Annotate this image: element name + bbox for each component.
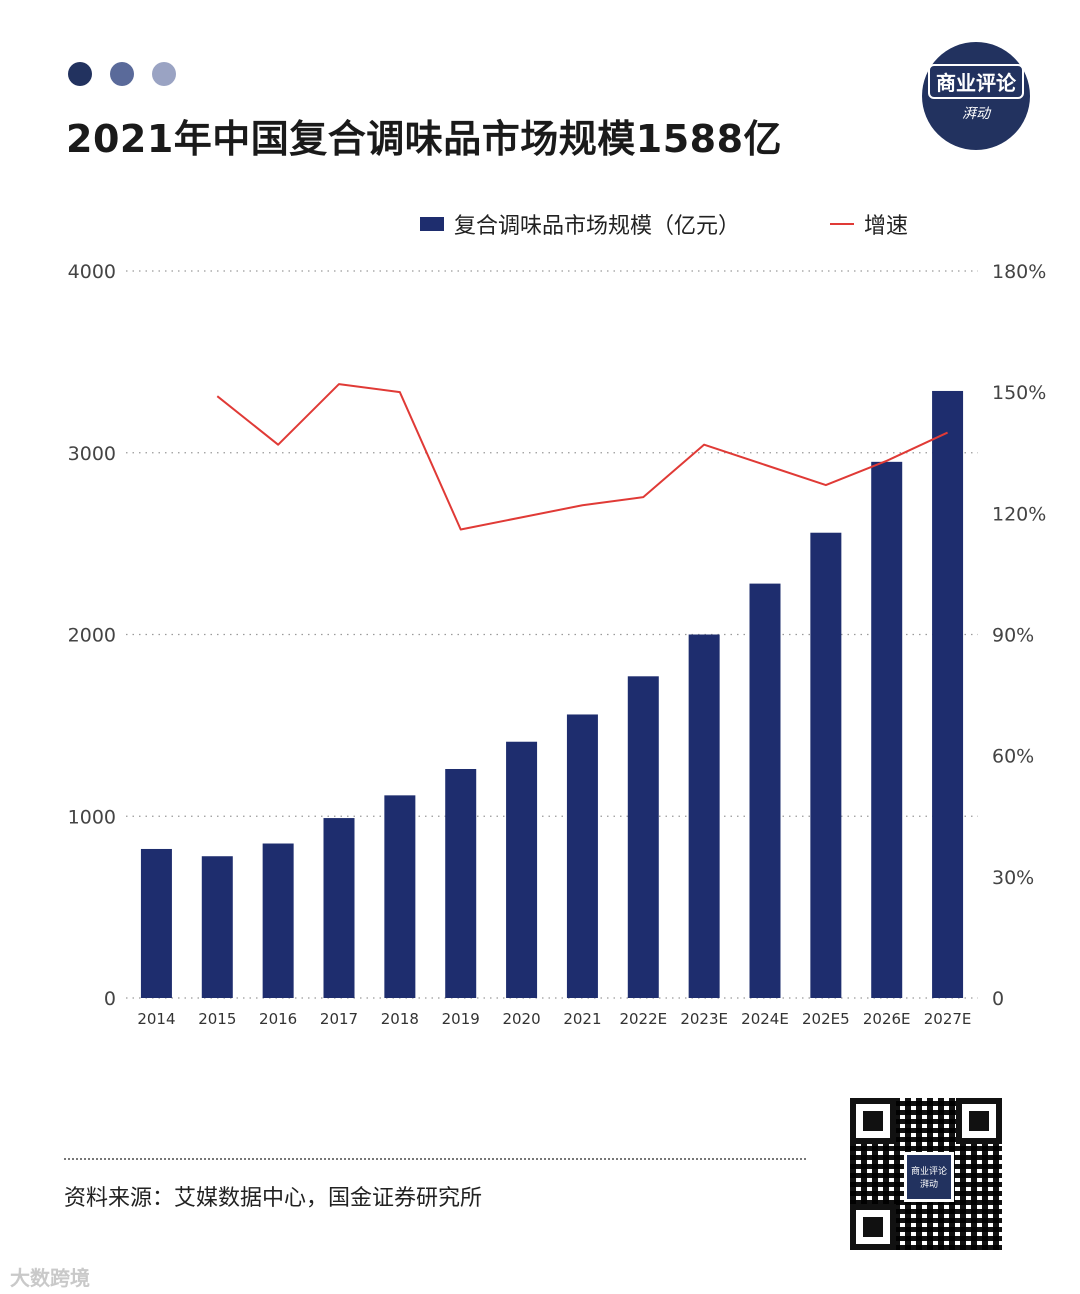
x-tick-label: 2022E xyxy=(619,1010,667,1028)
legend-line-label: 增速 xyxy=(864,214,909,239)
bar xyxy=(566,714,598,998)
legend-bar-label: 复合调味品市场规模（亿元） xyxy=(454,214,741,239)
combo-chart: 0 1000 2000 3000 4000 0 30% 60% 90% 120% 150% 180% 2… xyxy=(68,261,1047,1028)
source-note: 资料来源：艾媒数据中心，国金证券研究所 xyxy=(64,1186,483,1211)
page-title: 2021年中国复合调味品市场规模1588亿 xyxy=(66,117,783,161)
qr-code[interactable]: 商业评论 湃动 xyxy=(850,1098,1002,1250)
x-tick-label: 202E5 xyxy=(802,1010,850,1028)
legend-bar-swatch xyxy=(420,217,444,231)
qr-finder xyxy=(850,1098,896,1144)
brand-logo: 商业评论 湃动 xyxy=(922,42,1030,150)
y-left-tick-label: 4000 xyxy=(68,261,116,283)
y-right-tick-label: 0 xyxy=(992,988,1004,1010)
qr-finder xyxy=(850,1204,896,1250)
x-tick-label: 2018 xyxy=(381,1010,419,1028)
qr-finder xyxy=(956,1098,1002,1144)
logo-main-text: 商业评论 xyxy=(928,63,1024,99)
y-right-tick-label: 90% xyxy=(992,625,1034,647)
header-dots xyxy=(68,62,176,86)
y-left-tick-label: 1000 xyxy=(68,806,116,828)
bar xyxy=(810,532,842,998)
y-right-tick-label: 150% xyxy=(992,382,1046,404)
x-tick-label: 2026E xyxy=(863,1010,911,1028)
bar xyxy=(871,461,903,998)
x-tick-label: 2019 xyxy=(442,1010,480,1028)
y-left-tick-label: 2000 xyxy=(68,625,116,647)
watermark: 大数跨境 xyxy=(10,1266,90,1290)
bar xyxy=(627,676,659,998)
bar xyxy=(262,843,294,998)
y-right-tick-label: 180% xyxy=(992,261,1046,283)
bar xyxy=(932,390,964,998)
chart-legend: 复合调味品市场规模（亿元） 增速 xyxy=(420,208,908,240)
bar xyxy=(323,818,355,998)
bar xyxy=(445,768,477,998)
dot-2 xyxy=(110,62,134,86)
x-tick-label: 2027E xyxy=(924,1010,972,1028)
y-left-tick-label: 0 xyxy=(104,988,116,1010)
dot-1 xyxy=(68,62,92,86)
bar xyxy=(688,634,720,998)
y-right-tick-label: 120% xyxy=(992,503,1046,525)
x-tick-label: 2014 xyxy=(137,1010,175,1028)
qr-center-logo: 商业评论 湃动 xyxy=(904,1152,954,1202)
bar xyxy=(749,583,781,998)
dot-3 xyxy=(152,62,176,86)
source-divider xyxy=(64,1158,806,1160)
x-tick-label: 2017 xyxy=(320,1010,358,1028)
y-right-tick-label: 60% xyxy=(992,746,1034,768)
y-right-tick-label: 30% xyxy=(992,867,1034,889)
bar xyxy=(201,856,233,998)
x-tick-label: 2023E xyxy=(680,1010,728,1028)
bar xyxy=(140,848,172,998)
bar xyxy=(384,795,416,998)
x-tick-label: 2024E xyxy=(741,1010,789,1028)
logo-sub-text: 湃动 xyxy=(962,105,990,122)
x-tick-label: 2021 xyxy=(563,1010,601,1028)
bar xyxy=(506,741,538,998)
legend-line-swatch xyxy=(830,223,855,225)
x-tick-label: 2016 xyxy=(259,1010,297,1028)
x-tick-label: 2020 xyxy=(502,1010,540,1028)
x-tick-label: 2015 xyxy=(198,1010,236,1028)
y-left-tick-label: 3000 xyxy=(68,443,116,465)
growth-line xyxy=(216,383,948,531)
